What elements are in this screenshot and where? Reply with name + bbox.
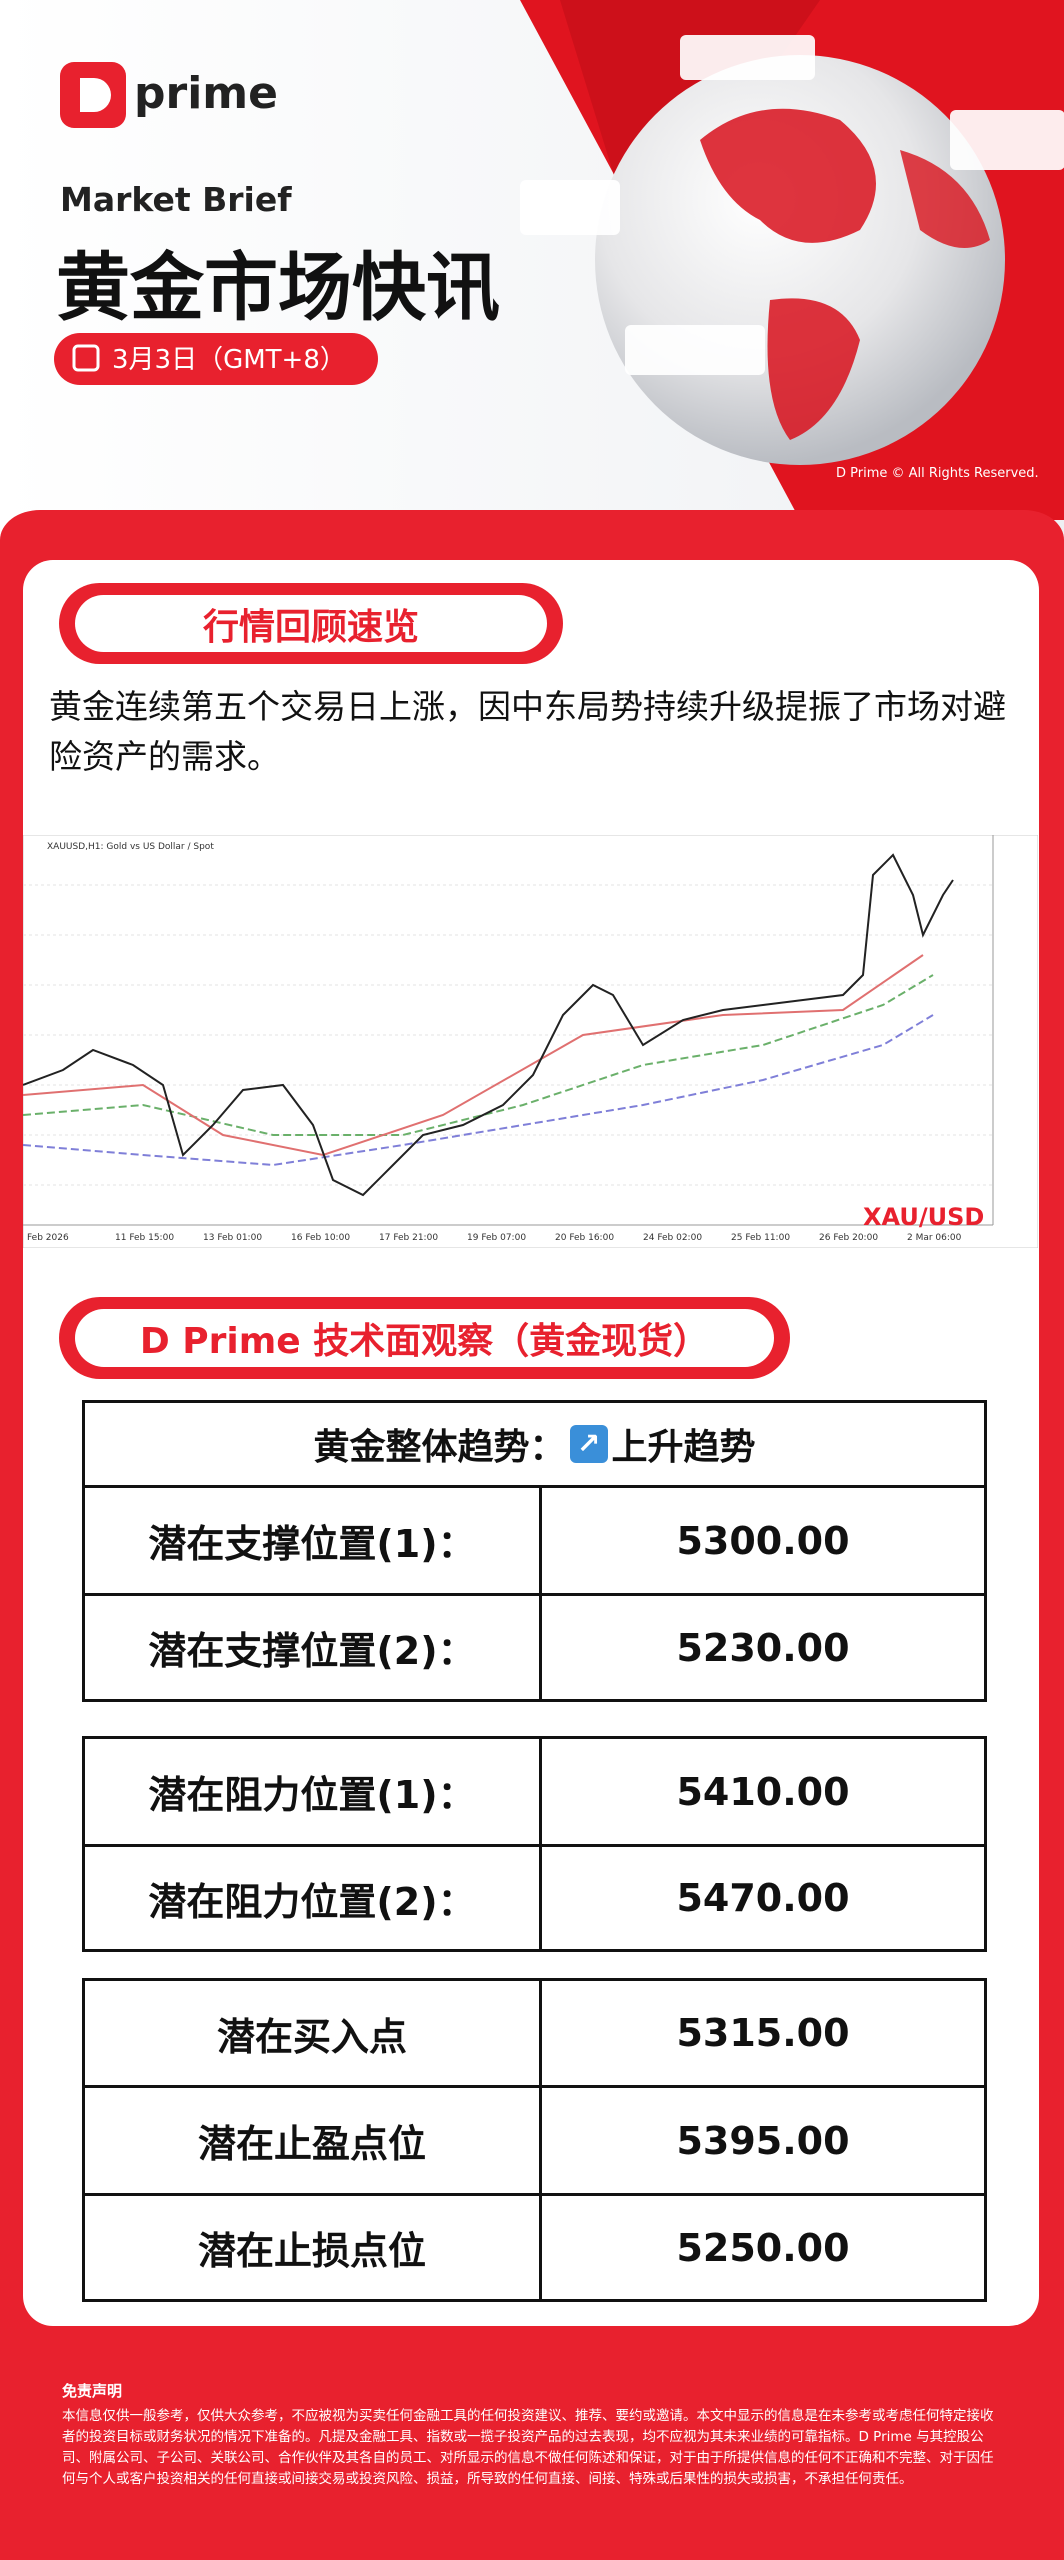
chart-x-label: 20 Feb 16:00 xyxy=(555,1233,614,1243)
trend-row: 黄金整体趋势： ↗ 上升趋势 xyxy=(82,1400,987,1485)
level-row: 潜在止损点位 5250.00 xyxy=(82,2193,987,2302)
level-label: 潜在止盈点位 xyxy=(82,2085,542,2196)
level-value: 5315.00 xyxy=(539,1978,987,2088)
section-heading: D Prime 技术面观察（黄金现货） xyxy=(75,1309,774,1367)
level-value: 5250.00 xyxy=(539,2193,987,2302)
level-label: 潜在阻力位置(2)： xyxy=(82,1844,542,1952)
chart-x-label: Feb 2026 xyxy=(27,1233,69,1243)
level-label: 潜在阻力位置(1)： xyxy=(82,1736,542,1847)
level-row: 潜在支撑位置(2)： 5230.00 xyxy=(82,1593,987,1702)
level-value: 5395.00 xyxy=(539,2085,987,2196)
section-pill: D Prime 技术面观察（黄金现货） xyxy=(59,1297,790,1379)
level-row: 潜在支撑位置(1)： 5300.00 xyxy=(82,1485,987,1596)
price-chart-image: XAU/USD XAUUSD,H1: Gold vs US Dollar / S… xyxy=(23,835,1038,1248)
level-value: 5300.00 xyxy=(539,1485,987,1596)
level-row: 潜在买入点 5315.00 xyxy=(82,1978,987,2088)
disclaimer-body: 本信息仅供一般参考，仅供大众参考，不应被视为买卖任何金融工具的任何投资建议、推荐… xyxy=(62,2408,994,2487)
copyright: D Prime © All Rights Reserved. xyxy=(836,466,1039,481)
section-heading: 行情回顾速览 xyxy=(75,595,547,652)
level-label: 潜在支撑位置(2)： xyxy=(82,1593,542,1702)
level-value: 5410.00 xyxy=(539,1736,987,1847)
chart-x-label: 19 Feb 07:00 xyxy=(467,1233,526,1243)
level-label: 潜在止损点位 xyxy=(82,2193,542,2302)
review-text: 黄金连续第五个交易日上涨，因中东局势持续升级提振了市场对避险资产的需求。 xyxy=(49,687,1006,776)
trend-label: 黄金整体趋势： xyxy=(313,1427,566,1468)
chart-x-label: 17 Feb 21:00 xyxy=(379,1233,438,1243)
disclaimer-title: 免责声明 xyxy=(62,2382,123,2400)
date: 3月3日（GMT+8） xyxy=(112,345,346,375)
level-row: 潜在阻力位置(1)： 5410.00 xyxy=(82,1736,987,1847)
level-row: 潜在止盈点位 5395.00 xyxy=(82,2085,987,2196)
chart-x-label: 24 Feb 02:00 xyxy=(643,1233,702,1243)
trend-icon: ↗ xyxy=(569,1425,608,1463)
chart-x-label: 2 Mar 06:00 xyxy=(907,1233,962,1243)
section-pill: 行情回顾速览 xyxy=(59,583,563,664)
chart-x-label: 25 Feb 11:00 xyxy=(731,1233,790,1243)
chart-x-label: 26 Feb 20:00 xyxy=(819,1233,878,1243)
chart-x-label: 16 Feb 10:00 xyxy=(291,1233,350,1243)
level-label: 潜在支撑位置(1)： xyxy=(82,1485,542,1596)
level-label: 潜在买入点 xyxy=(82,1978,542,2088)
level-value: 5230.00 xyxy=(539,1593,987,1702)
level-table: 潜在支撑位置(1)： 5300.00 潜在支撑位置(2)： 5230.00 xyxy=(82,1485,987,1702)
level-table: 潜在阻力位置(1)： 5410.00 潜在阻力位置(2)： 5470.00 xyxy=(82,1736,987,1952)
chart-symbol: XAU/USD xyxy=(863,1203,984,1231)
level-table: 潜在买入点 5315.00 潜在止盈点位 5395.00 潜在止损点位 5250.00 xyxy=(82,1978,987,2302)
header-art xyxy=(0,0,1064,560)
title: 黄金市场快讯 xyxy=(56,245,500,331)
level-value: 5470.00 xyxy=(539,1844,987,1952)
chart-x-label: 13 Feb 01:00 xyxy=(203,1233,262,1243)
brand: prime xyxy=(134,68,278,119)
trend-value: 上升趋势 xyxy=(611,1427,756,1468)
level-row: 潜在阻力位置(2)： 5470.00 xyxy=(82,1844,987,1952)
kicker: Market Brief xyxy=(60,180,292,219)
chart-x-label: 11 Feb 15:00 xyxy=(115,1233,174,1243)
chart-caption: XAUUSD,H1: Gold vs US Dollar / Spot xyxy=(47,842,214,852)
